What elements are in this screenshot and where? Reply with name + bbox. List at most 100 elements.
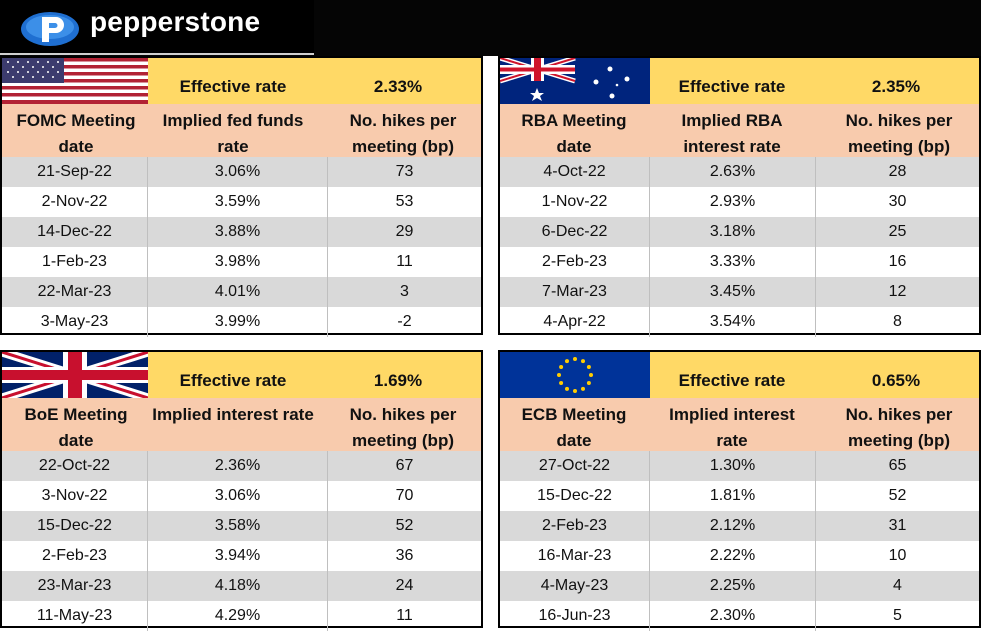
effective-rate-value: 2.33%: [373, 77, 423, 96]
implied-rate-cell: 3.99%: [148, 307, 328, 337]
implied-rate-cell: 3.58%: [148, 511, 328, 541]
hikes-cell: 73: [395, 163, 414, 180]
table-row: 16-Jun-23 2.30% 5: [500, 601, 979, 631]
rba-panel: Effective rate 2.35% RBA Meeting date Im…: [498, 56, 981, 337]
meeting-date-cell: 27-Oct-22: [500, 451, 650, 481]
effective-rate-label: Effective rate: [678, 77, 786, 96]
meeting-date-cell: 3-May-23: [2, 307, 148, 337]
meeting-date-cell: 6-Dec-22: [500, 217, 650, 247]
implied-rate-cell: 3.06%: [148, 481, 328, 511]
hikes-cell: 5: [893, 607, 902, 624]
implied-rate-cell: 2.30%: [650, 601, 816, 631]
meeting-date-cell: 16-Mar-23: [500, 541, 650, 571]
meeting-date-cell: 16-Jun-23: [500, 601, 650, 631]
table-row: 15-Dec-22 3.58% 52: [2, 511, 481, 541]
hikes-cell: 30: [888, 193, 907, 210]
implied-rate-cell: 2.12%: [650, 511, 816, 541]
table-body: 4-Oct-22 2.63% 28 1-Nov-22 2.93% 30 6-Dec-22 3.…: [500, 157, 979, 337]
hikes-cell: 16: [888, 253, 907, 270]
col-meeting-date: BoE Meeting date: [24, 405, 128, 450]
hikes-cell: 24: [395, 577, 414, 594]
meeting-date-cell: 1-Nov-22: [500, 187, 650, 217]
col-hikes: No. hikes per meeting (bp): [845, 111, 953, 156]
table-row: 1-Feb-23 3.98% 11: [2, 247, 481, 277]
effective-rate-row: Effective rate 1.69%: [148, 352, 481, 398]
meeting-date-cell: 11-May-23: [2, 601, 148, 631]
hikes-cell: 25: [888, 223, 907, 240]
meeting-date-cell: 22-Oct-22: [2, 451, 148, 481]
meeting-date-cell: 4-Apr-22: [500, 307, 650, 337]
hikes-cell: 8: [893, 313, 902, 330]
fomc-panel: Effective rate 2.33% FOMC Meeting date I…: [0, 56, 483, 337]
table-row: 3-May-23 3.99% -2: [2, 307, 481, 337]
column-header-row: ECB Meeting date Implied interest rate N…: [500, 398, 979, 451]
table-row: 4-Apr-22 3.54% 8: [500, 307, 979, 337]
col-hikes: No. hikes per meeting (bp): [845, 405, 953, 450]
col-implied-rate: Implied fed funds rate: [162, 111, 304, 156]
hikes-cell: 67: [395, 457, 414, 474]
col-implied-rate: Implied interest rate: [152, 405, 314, 424]
meeting-date-cell: 21-Sep-22: [2, 157, 148, 187]
hikes-cell: 53: [395, 193, 414, 210]
hikes-cell: 11: [396, 607, 413, 624]
effective-rate-value: 0.65%: [871, 371, 921, 390]
table-row: 2-Feb-23 2.12% 31: [500, 511, 979, 541]
meeting-date-cell: 2-Nov-22: [2, 187, 148, 217]
implied-rate-cell: 2.93%: [650, 187, 816, 217]
implied-rate-cell: 2.25%: [650, 571, 816, 601]
table-row: 22-Mar-23 4.01% 3: [2, 277, 481, 307]
table-row: 14-Dec-22 3.88% 29: [2, 217, 481, 247]
meeting-date-cell: 22-Mar-23: [2, 277, 148, 307]
table-row: 22-Oct-22 2.36% 67: [2, 451, 481, 481]
australia-flag-icon: [500, 58, 650, 104]
table-row: 16-Mar-23 2.22% 10: [500, 541, 979, 571]
implied-rate-cell: 4.01%: [148, 277, 328, 307]
implied-rate-cell: 4.18%: [148, 571, 328, 601]
table-row: 15-Dec-22 1.81% 52: [500, 481, 979, 511]
col-meeting-date: RBA Meeting date: [521, 111, 627, 156]
hikes-cell: 31: [888, 517, 907, 534]
implied-rate-cell: 3.33%: [650, 247, 816, 277]
effective-rate-label: Effective rate: [678, 371, 786, 390]
hikes-cell: 70: [395, 487, 414, 504]
ecb-panel: Effective rate 0.65% ECB Meeting date Im…: [498, 350, 981, 631]
hikes-cell: 65: [888, 457, 907, 474]
hikes-cell: 36: [395, 547, 414, 564]
meeting-date-cell: 3-Nov-22: [2, 481, 148, 511]
hikes-cell: 4: [893, 577, 902, 594]
effective-rate-row: Effective rate 2.35%: [650, 58, 979, 104]
implied-rate-cell: 3.94%: [148, 541, 328, 571]
implied-rate-cell: 3.54%: [650, 307, 816, 337]
col-hikes: No. hikes per meeting (bp): [349, 111, 457, 156]
effective-rate-value: 1.69%: [373, 371, 423, 390]
effective-rate-row: Effective rate 0.65%: [650, 352, 979, 398]
col-meeting-date: ECB Meeting date: [521, 405, 627, 450]
implied-rate-cell: 1.81%: [650, 481, 816, 511]
implied-rate-cell: 3.59%: [148, 187, 328, 217]
implied-rate-cell: 3.98%: [148, 247, 328, 277]
hikes-cell: 28: [888, 163, 907, 180]
pepperstone-logo-icon: [21, 12, 79, 46]
col-implied-rate: Implied RBA interest rate: [681, 111, 783, 156]
table-row: 2-Nov-22 3.59% 53: [2, 187, 481, 217]
table-row: 7-Mar-23 3.45% 12: [500, 277, 979, 307]
meeting-date-cell: 7-Mar-23: [500, 277, 650, 307]
implied-rate-cell: 2.36%: [148, 451, 328, 481]
hikes-cell: 10: [888, 547, 907, 564]
meeting-date-cell: 2-Feb-23: [2, 541, 148, 571]
effective-rate-row: Effective rate 2.33%: [148, 58, 481, 104]
table-row: 27-Oct-22 1.30% 65: [500, 451, 979, 481]
meeting-date-cell: 2-Feb-23: [500, 247, 650, 277]
effective-rate-value: 2.35%: [871, 77, 921, 96]
effective-rate-label: Effective rate: [179, 77, 287, 96]
table-body: 22-Oct-22 2.36% 67 3-Nov-22 3.06% 70 15-Dec-22…: [2, 451, 481, 631]
meeting-date-cell: 14-Dec-22: [2, 217, 148, 247]
hikes-cell: 52: [395, 517, 414, 534]
uk-flag-icon: [2, 352, 148, 398]
table-row: 21-Sep-22 3.06% 73: [2, 157, 481, 187]
implied-rate-cell: 4.29%: [148, 601, 328, 631]
eu-flag-icon: [500, 352, 650, 398]
implied-rate-cell: 2.63%: [650, 157, 816, 187]
col-implied-rate: Implied interest rate: [669, 405, 795, 450]
meeting-date-cell: 1-Feb-23: [2, 247, 148, 277]
